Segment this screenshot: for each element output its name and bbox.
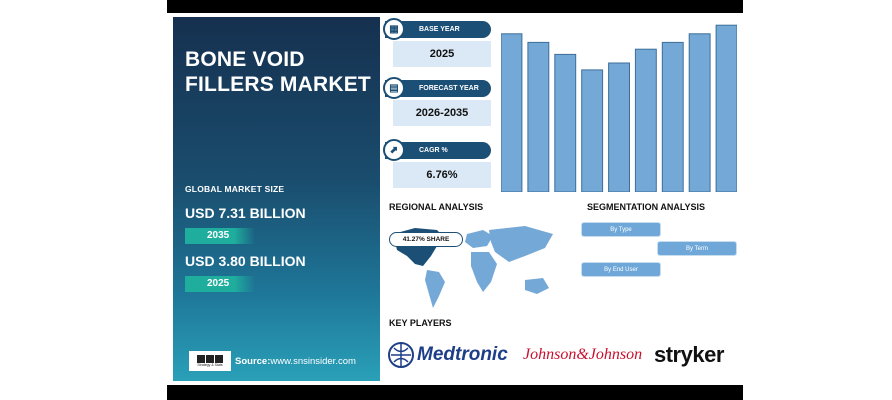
europe-shape — [465, 230, 493, 248]
source-line: Strategy & Stats Source:www.snsinsider.c… — [189, 351, 356, 371]
year-chip-2025: 2025 — [185, 276, 255, 292]
cagr-label: CAGR % — [419, 147, 448, 154]
bar-5 — [608, 62, 630, 192]
segmentation-analysis-title: SEGMENTATION ANALYSIS — [587, 202, 706, 212]
jnj-wordmark: Johnson&Johnson — [523, 346, 643, 363]
infographic-frame: BONE VOID FILLERS MARKET GLOBAL MARKET S… — [167, 0, 743, 400]
asia-shape — [489, 226, 553, 262]
base-year-label: BASE YEAR — [419, 26, 460, 33]
growth-icon: ⬈ — [383, 139, 405, 161]
forecast-year-box: ▤ FORECAST YEAR 2026-2035 — [383, 77, 491, 126]
source-url[interactable]: www.snsinsider.com — [270, 355, 356, 367]
medtronic-wordmark: Medtronic — [417, 344, 508, 365]
market-title: BONE VOID FILLERS MARKET — [185, 48, 371, 96]
bar-9 — [715, 24, 737, 192]
regional-analysis-title: REGIONAL ANALYSIS — [389, 202, 484, 212]
global-market-size-label: GLOBAL MARKET SIZE — [185, 184, 285, 194]
jnj-logo: Johnson&Johnson — [523, 340, 642, 370]
bar-chart-svg — [501, 24, 737, 192]
bar-7 — [661, 41, 684, 192]
bar-8 — [688, 33, 711, 192]
south-america-shape — [425, 270, 445, 308]
segment-by-type: By Type — [581, 222, 661, 237]
summary-panel: BONE VOID FILLERS MARKET GLOBAL MARKET S… — [173, 17, 380, 381]
logo-tagline: Strategy & Stats — [197, 363, 223, 367]
top-border — [167, 0, 743, 13]
growth-bar-chart — [501, 20, 737, 192]
base-year-value: 2025 — [393, 41, 491, 67]
forecast-year-value: 2026-2035 — [393, 100, 491, 126]
stryker-wordmark: stryker — [654, 342, 724, 367]
source-prefix: Source: — [235, 355, 271, 367]
key-players-title: KEY PLAYERS — [389, 318, 452, 328]
bar-1 — [501, 33, 523, 192]
bar-3 — [554, 53, 577, 192]
cagr-value: 6.76% — [393, 162, 491, 188]
chart-icon: ▤ — [383, 77, 405, 99]
africa-shape — [471, 252, 497, 292]
cagr-box: ⬈ CAGR % 6.76% — [383, 139, 491, 188]
segment-by-end-user: By End User — [581, 262, 661, 277]
bar-2 — [527, 41, 550, 192]
bar-6 — [634, 48, 657, 192]
base-year-box: ▦ BASE YEAR 2025 — [383, 18, 491, 67]
medtronic-logo: Medtronic — [387, 340, 508, 370]
stryker-logo: stryker — [654, 340, 724, 370]
bar-4 — [581, 69, 604, 192]
segment-by-term: By Term — [657, 241, 737, 256]
medtronic-globe-icon — [388, 342, 414, 368]
oceania-shape — [525, 278, 549, 294]
sns-logo: Strategy & Stats — [189, 351, 231, 371]
year-chip-2035: 2035 — [185, 228, 255, 244]
regional-share-badge: 41.27% SHARE — [389, 232, 463, 247]
market-value-2035: USD 7.31 BILLION — [185, 205, 306, 221]
forecast-year-label: FORECAST YEAR — [419, 85, 479, 92]
market-value-2025: USD 3.80 BILLION — [185, 253, 306, 269]
calendar-icon: ▦ — [383, 18, 405, 40]
bottom-border — [167, 385, 743, 400]
